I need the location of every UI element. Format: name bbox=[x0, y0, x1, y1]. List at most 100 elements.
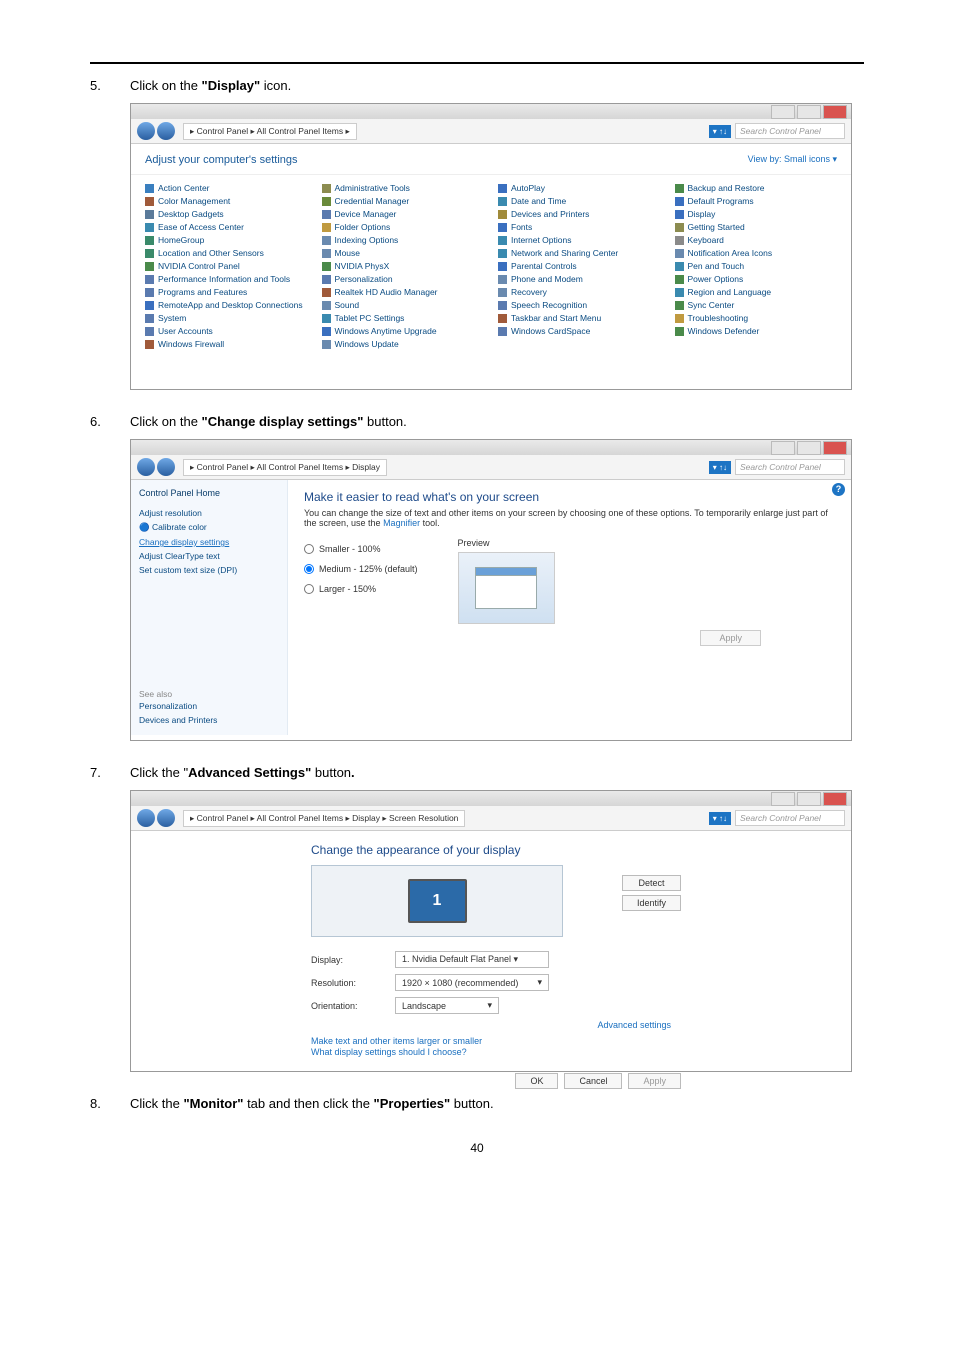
control-panel-item[interactable]: Internet Options bbox=[498, 235, 661, 245]
close-button[interactable] bbox=[823, 792, 847, 806]
control-panel-item[interactable]: Windows Update bbox=[322, 339, 485, 349]
step-text-6: Click on the "Change display settings" b… bbox=[130, 414, 864, 429]
control-panel-item[interactable]: Keyboard bbox=[675, 235, 838, 245]
help-link[interactable]: What display settings should I choose? bbox=[311, 1047, 835, 1057]
search-input[interactable]: Search Control Panel bbox=[735, 810, 845, 826]
display-dropdown[interactable]: 1. Nvidia Default Flat Panel ▾ bbox=[395, 951, 549, 968]
control-panel-item[interactable]: Credential Manager bbox=[322, 196, 485, 206]
control-panel-item[interactable]: Color Management bbox=[145, 196, 308, 206]
back-button[interactable] bbox=[137, 809, 155, 827]
magnifier-link[interactable]: Magnifier bbox=[383, 518, 420, 528]
control-panel-item[interactable]: Backup and Restore bbox=[675, 183, 838, 193]
control-panel-item[interactable]: Desktop Gadgets bbox=[145, 209, 308, 219]
control-panel-item[interactable]: Windows Anytime Upgrade bbox=[322, 326, 485, 336]
view-by[interactable]: View by: Small icons ▾ bbox=[748, 154, 837, 166]
detect-button[interactable]: Detect bbox=[622, 875, 681, 891]
control-panel-item[interactable]: Windows Defender bbox=[675, 326, 838, 336]
back-button[interactable] bbox=[137, 122, 155, 140]
maximize-button[interactable] bbox=[797, 105, 821, 119]
control-panel-item[interactable]: Windows CardSpace bbox=[498, 326, 661, 336]
control-panel-item[interactable]: Default Programs bbox=[675, 196, 838, 206]
control-panel-item[interactable]: Administrative Tools bbox=[322, 183, 485, 193]
titlebar bbox=[131, 104, 851, 119]
back-button[interactable] bbox=[137, 458, 155, 476]
control-panel-item[interactable]: RemoteApp and Desktop Connections bbox=[145, 300, 308, 310]
control-panel-item[interactable]: Pen and Touch bbox=[675, 261, 838, 271]
radio-larger[interactable]: Larger - 150% bbox=[304, 584, 418, 594]
control-panel-item[interactable] bbox=[498, 339, 661, 349]
sidebar-home[interactable]: Control Panel Home bbox=[139, 488, 279, 498]
minimize-button[interactable] bbox=[771, 792, 795, 806]
control-panel-item[interactable]: Recovery bbox=[498, 287, 661, 297]
apply-button[interactable]: Apply bbox=[628, 1073, 681, 1089]
control-panel-item[interactable]: NVIDIA Control Panel bbox=[145, 261, 308, 271]
sidebar-link[interactable]: Personalization bbox=[139, 701, 279, 711]
control-panel-item[interactable]: Notification Area Icons bbox=[675, 248, 838, 258]
identify-button[interactable]: Identify bbox=[622, 895, 681, 911]
control-panel-item[interactable]: Performance Information and Tools bbox=[145, 274, 308, 284]
control-panel-item[interactable]: Folder Options bbox=[322, 222, 485, 232]
control-panel-item[interactable]: Date and Time bbox=[498, 196, 661, 206]
maximize-button[interactable] bbox=[797, 441, 821, 455]
breadcrumb[interactable]: ▸ Control Panel ▸ All Control Panel Item… bbox=[183, 810, 465, 827]
control-panel-item[interactable]: Sound bbox=[322, 300, 485, 310]
resolution-dropdown[interactable]: 1920 × 1080 (recommended)▾ bbox=[395, 974, 549, 991]
control-panel-item[interactable]: NVIDIA PhysX bbox=[322, 261, 485, 271]
control-panel-item[interactable]: AutoPlay bbox=[498, 183, 661, 193]
control-panel-item[interactable]: Indexing Options bbox=[322, 235, 485, 245]
control-panel-item[interactable]: Sync Center bbox=[675, 300, 838, 310]
minimize-button[interactable] bbox=[771, 105, 795, 119]
control-panel-item[interactable]: Mouse bbox=[322, 248, 485, 258]
control-panel-item[interactable]: Tablet PC Settings bbox=[322, 313, 485, 323]
close-button[interactable] bbox=[823, 105, 847, 119]
control-panel-item[interactable]: Realtek HD Audio Manager bbox=[322, 287, 485, 297]
breadcrumb[interactable]: ▸ Control Panel ▸ All Control Panel Item… bbox=[183, 123, 357, 140]
control-panel-item[interactable]: Display bbox=[675, 209, 838, 219]
control-panel-item[interactable]: Programs and Features bbox=[145, 287, 308, 297]
radio-medium[interactable]: Medium - 125% (default) bbox=[304, 564, 418, 574]
forward-button[interactable] bbox=[157, 809, 175, 827]
sidebar-link[interactable]: Set custom text size (DPI) bbox=[139, 565, 279, 575]
search-input[interactable]: Search Control Panel bbox=[735, 459, 845, 475]
control-panel-item[interactable]: Fonts bbox=[498, 222, 661, 232]
sidebar-link[interactable]: Adjust ClearType text bbox=[139, 551, 279, 561]
control-panel-item[interactable]: Troubleshooting bbox=[675, 313, 838, 323]
control-panel-item[interactable]: System bbox=[145, 313, 308, 323]
minimize-button[interactable] bbox=[771, 441, 795, 455]
forward-button[interactable] bbox=[157, 122, 175, 140]
orientation-dropdown[interactable]: Landscape▾ bbox=[395, 997, 499, 1014]
apply-button[interactable]: Apply bbox=[700, 630, 761, 646]
sidebar-link[interactable]: 🔵 Calibrate color bbox=[139, 522, 279, 533]
control-panel-item[interactable]: Speech Recognition bbox=[498, 300, 661, 310]
control-panel-item[interactable]: Personalization bbox=[322, 274, 485, 284]
control-panel-item[interactable]: Windows Firewall bbox=[145, 339, 308, 349]
control-panel-item[interactable]: Devices and Printers bbox=[498, 209, 661, 219]
cancel-button[interactable]: Cancel bbox=[564, 1073, 622, 1089]
forward-button[interactable] bbox=[157, 458, 175, 476]
sidebar-link[interactable]: Devices and Printers bbox=[139, 715, 279, 725]
control-panel-item[interactable]: Network and Sharing Center bbox=[498, 248, 661, 258]
control-panel-item[interactable]: Taskbar and Start Menu bbox=[498, 313, 661, 323]
control-panel-item[interactable]: Device Manager bbox=[322, 209, 485, 219]
control-panel-item[interactable]: Region and Language bbox=[675, 287, 838, 297]
ok-button[interactable]: OK bbox=[515, 1073, 558, 1089]
search-input[interactable]: Search Control Panel bbox=[735, 123, 845, 139]
control-panel-item[interactable]: Ease of Access Center bbox=[145, 222, 308, 232]
control-panel-item[interactable]: Location and Other Sensors bbox=[145, 248, 308, 258]
sidebar-link-change-display-settings[interactable]: Change display settings bbox=[139, 537, 279, 547]
control-panel-item[interactable]: Action Center bbox=[145, 183, 308, 193]
sidebar-link[interactable]: Adjust resolution bbox=[139, 508, 279, 518]
control-panel-item[interactable]: HomeGroup bbox=[145, 235, 308, 245]
breadcrumb[interactable]: ▸ Control Panel ▸ All Control Panel Item… bbox=[183, 459, 387, 476]
close-button[interactable] bbox=[823, 441, 847, 455]
control-panel-item[interactable]: Power Options bbox=[675, 274, 838, 284]
control-panel-item[interactable]: Getting Started bbox=[675, 222, 838, 232]
control-panel-item[interactable]: User Accounts bbox=[145, 326, 308, 336]
control-panel-item[interactable] bbox=[675, 339, 838, 349]
maximize-button[interactable] bbox=[797, 792, 821, 806]
advanced-settings-link[interactable]: Advanced settings bbox=[311, 1020, 671, 1030]
control-panel-item[interactable]: Phone and Modem bbox=[498, 274, 661, 284]
radio-smaller[interactable]: Smaller - 100% bbox=[304, 544, 418, 554]
text-size-link[interactable]: Make text and other items larger or smal… bbox=[311, 1036, 835, 1046]
control-panel-item[interactable]: Parental Controls bbox=[498, 261, 661, 271]
